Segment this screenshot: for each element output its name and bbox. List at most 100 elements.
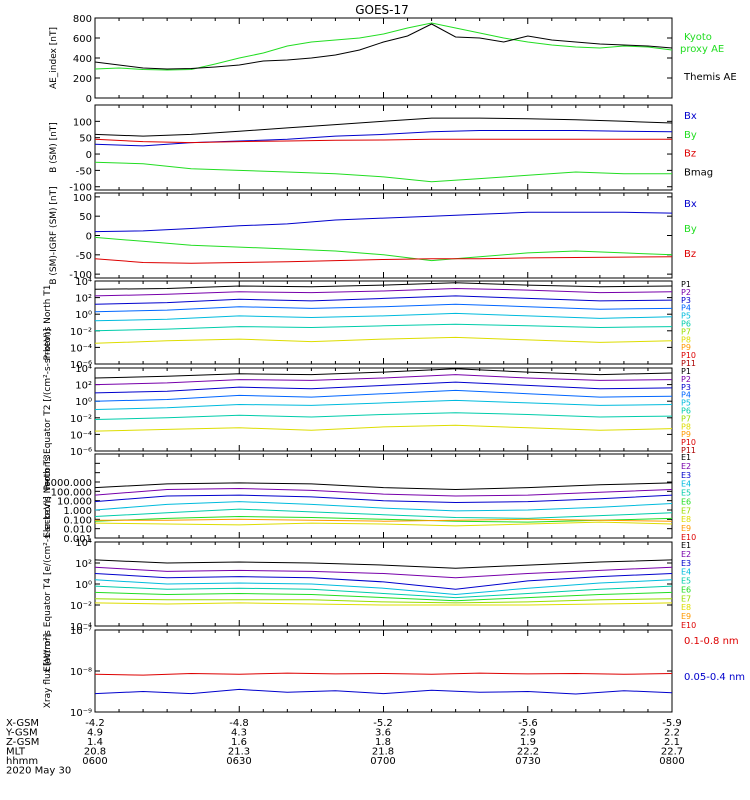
series-line-p2 xyxy=(94,374,673,386)
legend-entry: E4 xyxy=(681,480,691,489)
series-line-kyoto-proxy-ae xyxy=(94,22,673,71)
y-tick-label: 10⁻⁴ xyxy=(70,622,92,633)
x-axis-table: X-GSM -4.2 -4.8 -5.2 -5.6 -5.9 Y-GSM 4.9 4.3 3.6 2… xyxy=(5,718,685,777)
y-tick-label: 10⁻² xyxy=(70,601,92,612)
legend-entry: P8 xyxy=(681,335,691,344)
x-row-value: 1.4 xyxy=(87,737,103,748)
series-line-bmag xyxy=(94,117,673,137)
series-line-0-1-0-8-nm xyxy=(94,672,673,676)
legend-entry: E7 xyxy=(681,594,691,603)
legend-entry: P2 xyxy=(681,375,691,384)
x-row-label: X-GSM xyxy=(6,718,39,729)
series-line-e7 xyxy=(94,521,673,527)
series-line-e4 xyxy=(94,501,673,512)
legend-entry: P6 xyxy=(681,320,691,329)
series-line-p1 xyxy=(94,282,673,290)
y-tick-label: 10⁻⁶ xyxy=(70,447,92,458)
y-tick-label: 0.010 xyxy=(63,525,92,536)
legend-entry: Kyoto xyxy=(684,32,712,43)
y-tick-label: 100 xyxy=(73,193,92,204)
series-line-bx xyxy=(94,130,673,147)
series-line-0-05-0-4-nm xyxy=(94,688,673,695)
legend-entry: P1 xyxy=(681,367,691,376)
y-tick-label: 200 xyxy=(73,74,92,85)
legend-entry: P8 xyxy=(681,422,691,431)
panel-7: 10⁻⁴ 10⁻² 10⁰ 10² 10⁴ Electrons Equator T4 [e… xyxy=(43,496,696,672)
y-tick-label: 10⁻⁴ xyxy=(70,430,92,441)
legend-entry: E6 xyxy=(681,497,691,506)
y-tick-label: 100 xyxy=(73,117,92,128)
y-tick-label: 400 xyxy=(73,54,92,65)
legend-entry: 0.1-0.8 nm xyxy=(684,636,739,647)
x-row-value: -4.2 xyxy=(85,718,105,729)
series-line-p2 xyxy=(94,287,673,297)
x-row-value: 21.8 xyxy=(372,747,394,758)
series-line-e6 xyxy=(94,591,673,602)
y-tick-label: 0 xyxy=(86,94,92,105)
series-line-e8 xyxy=(95,518,673,522)
panel-frame xyxy=(94,192,673,279)
series-line-e5 xyxy=(94,508,673,519)
series-line-e6 xyxy=(94,515,673,523)
x-row-value: 22.7 xyxy=(661,747,683,758)
x-row-value: -5.9 xyxy=(662,718,682,729)
y-tick-label: 10⁴ xyxy=(75,277,92,288)
legend-entry: P9 xyxy=(681,343,691,352)
y-tick-label: 0 xyxy=(86,150,92,161)
x-row-label: hhmm xyxy=(6,756,38,767)
series-line-p6 xyxy=(94,323,673,332)
legend-entry: E7 xyxy=(681,506,691,515)
legend-entry: E10 xyxy=(681,533,696,542)
series-line-e7 xyxy=(94,598,673,604)
legend-entry: E2 xyxy=(681,462,691,471)
legend-entry: E3 xyxy=(681,559,691,568)
y-tick-label: -50 xyxy=(76,166,92,177)
x-row-label: Y-GSM xyxy=(5,728,38,739)
series-line-p5 xyxy=(94,399,673,410)
legend-entry: E9 xyxy=(681,612,691,621)
x-row-value: 0600 xyxy=(82,756,107,767)
y-axis-label: Electrons North T3 xyxy=(43,454,53,538)
series-line-p7 xyxy=(94,336,673,344)
series-line-p6 xyxy=(94,412,673,420)
legend-entry: P9 xyxy=(681,430,691,439)
panel-8: 10⁻⁹ 10⁻⁸ 10⁻⁷ Xray flux [W/m²] 0.1-0.8 nm 0.… xyxy=(43,626,745,719)
y-tick-label: 600 xyxy=(73,34,92,45)
x-row-value: 2.2 xyxy=(664,728,680,739)
y-tick-label: 0.100 xyxy=(63,515,92,526)
legend-entry: P11 xyxy=(681,359,696,368)
x-date-label: 2020 May 30 xyxy=(6,766,71,777)
series-line-e1 xyxy=(94,559,673,569)
x-row-label: MLT xyxy=(6,747,26,758)
legend-entry: E1 xyxy=(681,453,691,462)
y-axis-label: Protons North T1 xyxy=(43,285,53,361)
y-tick-label: -100 xyxy=(69,183,92,194)
legend-entry: P3 xyxy=(681,296,691,305)
y-tick-label: 0 xyxy=(86,232,92,243)
y-tick-label: 1000.000 xyxy=(44,478,92,489)
series-line-p7 xyxy=(94,424,673,432)
y-tick-label: 10.000 xyxy=(57,497,92,508)
y-axis-label: AE_index [nT] xyxy=(49,27,59,89)
y-tick-label: 10⁴ xyxy=(75,538,92,549)
x-row-value: 3.6 xyxy=(375,728,391,739)
legend-entry: By xyxy=(684,130,697,141)
panel-2: -100 -50 0 50 100 B (SM) [nT] Bx By Bz Bmag xyxy=(49,104,713,194)
series-line-p1 xyxy=(94,368,673,379)
legend-entry: P4 xyxy=(681,304,691,313)
legend-entry: P7 xyxy=(681,414,691,423)
series-line-p4 xyxy=(94,389,673,402)
series-line-e8 xyxy=(94,602,673,606)
x-row-value: 4.3 xyxy=(231,728,247,739)
series-line-p5 xyxy=(94,312,673,322)
legend-entry: P2 xyxy=(681,288,691,297)
x-row-value: 1.8 xyxy=(375,737,391,748)
legend-entry: Themis AE xyxy=(683,72,737,83)
y-tick-label: 10² xyxy=(75,559,92,570)
x-row-value: 1.6 xyxy=(231,737,247,748)
legend-entry: P5 xyxy=(681,399,691,408)
legend-entry: E10 xyxy=(681,621,696,630)
y-tick-label: 10⁻⁷ xyxy=(70,626,92,637)
x-row-value: 20.8 xyxy=(84,747,106,758)
